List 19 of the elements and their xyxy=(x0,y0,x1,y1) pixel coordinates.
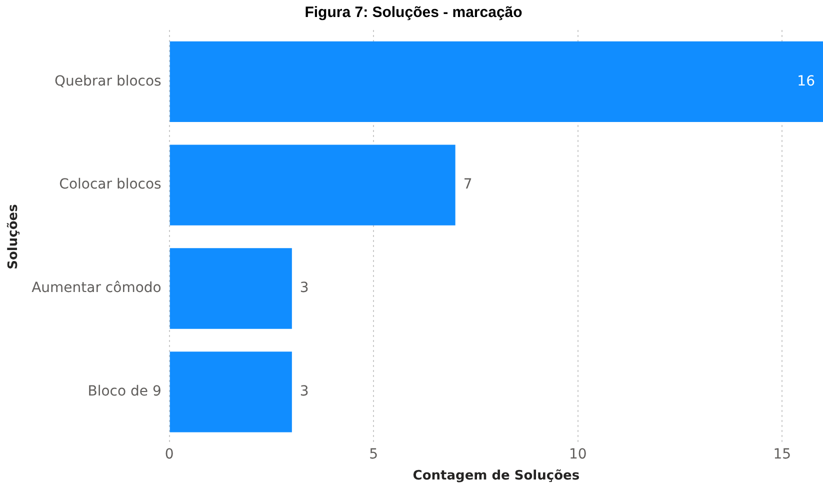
x-axis-title: Contagem de Soluções xyxy=(412,468,580,484)
x-tick-label: 0 xyxy=(164,446,174,463)
data-label: 3 xyxy=(300,280,309,296)
x-tick-label: 5 xyxy=(369,446,378,463)
bar xyxy=(170,144,456,226)
bar xyxy=(170,352,292,432)
y-tick-label: Bloco de 9 xyxy=(88,384,162,400)
bar xyxy=(170,41,823,122)
data-label: 3 xyxy=(300,384,309,400)
y-tick-label: Quebrar blocos xyxy=(54,73,162,90)
x-tick-label: 15 xyxy=(773,446,792,463)
data-label: 16 xyxy=(797,73,816,90)
y-tick-label: Aumentar cômodo xyxy=(32,280,162,296)
y-tick-label: Colocar blocos xyxy=(59,176,162,193)
x-tick-label: 10 xyxy=(568,446,587,463)
chart-title: Figura 7: Soluções - marcação xyxy=(304,4,522,22)
y-axis-title: Soluções xyxy=(6,204,22,270)
bar xyxy=(170,248,292,329)
data-label: 7 xyxy=(463,176,472,193)
